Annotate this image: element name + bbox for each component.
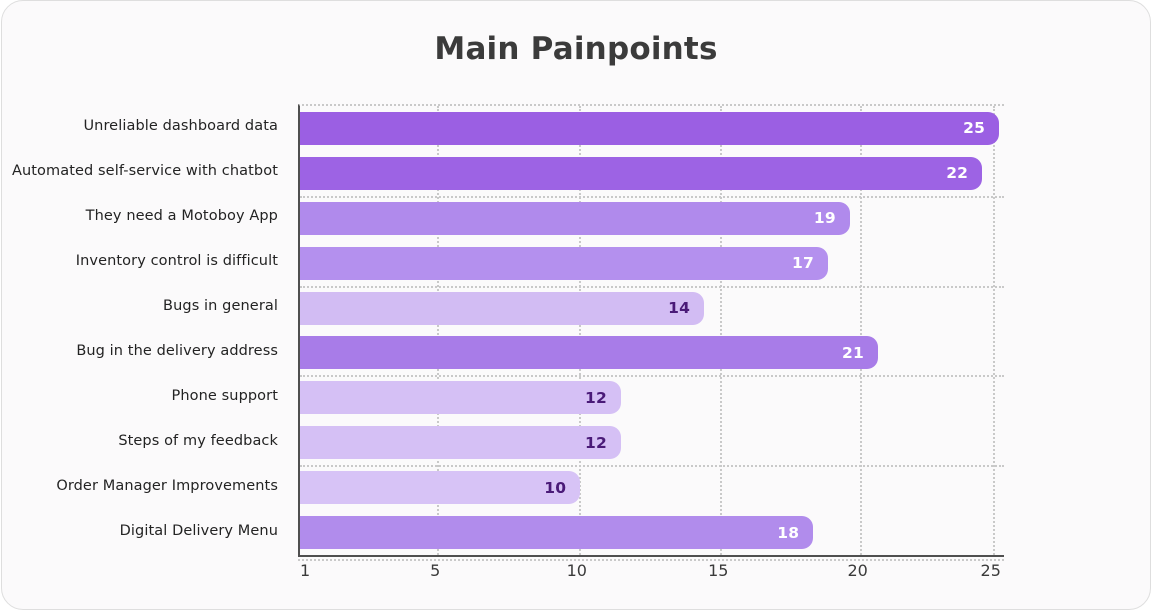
gridline-h bbox=[300, 285, 1004, 288]
bar-value-label: 21 bbox=[841, 343, 864, 362]
bar: 25 bbox=[300, 111, 1000, 145]
x-tick-label: 1 bbox=[299, 561, 311, 580]
bar: 12 bbox=[300, 426, 622, 460]
bar: 10 bbox=[300, 471, 581, 505]
bar-value-label: 12 bbox=[585, 433, 608, 452]
bar-row: 25 bbox=[300, 106, 1004, 151]
bar: 14 bbox=[300, 291, 705, 325]
bar-value-label: 19 bbox=[813, 209, 836, 228]
bar: 21 bbox=[300, 336, 878, 370]
gridline-h bbox=[300, 465, 1004, 468]
bar: 12 bbox=[300, 381, 622, 415]
category-label: Unreliable dashboard data bbox=[83, 118, 278, 135]
category-label: Bugs in general bbox=[163, 298, 278, 315]
bar-value-label: 22 bbox=[946, 164, 969, 183]
gridline-v bbox=[578, 106, 581, 555]
bar-row: 14 bbox=[300, 286, 1004, 331]
bar: 19 bbox=[300, 201, 850, 235]
bar-value-label: 17 bbox=[792, 254, 814, 273]
bar: 22 bbox=[300, 156, 983, 190]
bar-row: 12 bbox=[300, 420, 1004, 465]
gridline-h bbox=[300, 375, 1004, 378]
bar-row: 19 bbox=[300, 196, 1004, 241]
category-label: They need a Motoboy App bbox=[85, 208, 278, 225]
category-label: Order Manager Improvements bbox=[56, 477, 278, 494]
chart-title: Main Painpoints bbox=[434, 31, 718, 67]
category-label: Bug in the delivery address bbox=[76, 342, 278, 359]
gridline-h bbox=[300, 195, 1004, 198]
x-axis: 1 5 10 15 20 25 bbox=[298, 561, 1002, 591]
bar-value-label: 12 bbox=[585, 388, 608, 407]
bar-value-label: 10 bbox=[544, 478, 567, 497]
bar-row: 22 bbox=[300, 151, 1004, 196]
bar-row: 21 bbox=[300, 331, 1004, 376]
bar-chart: Unreliable dashboard data Automated self… bbox=[2, 104, 1150, 561]
bar-value-label: 25 bbox=[963, 119, 986, 138]
x-tick-label: 15 bbox=[708, 561, 729, 580]
bar-row: 17 bbox=[300, 241, 1004, 286]
gridline-v bbox=[437, 106, 440, 555]
category-axis: Unreliable dashboard data Automated self… bbox=[2, 104, 278, 553]
bar-value-label: 18 bbox=[777, 523, 800, 542]
category-label: Automated self-service with chatbot bbox=[11, 163, 278, 180]
bar-value-label: 14 bbox=[668, 299, 691, 318]
plot-area: 25 22 19 17 14 21 12 12 10 18 bbox=[298, 104, 1004, 561]
bar-row: 18 bbox=[300, 510, 1004, 555]
category-label: Steps of my feedback bbox=[118, 432, 278, 449]
bar-rows: 25 22 19 17 14 21 12 12 10 18 bbox=[300, 106, 1004, 555]
bar: 17 bbox=[300, 246, 828, 280]
category-label: Digital Delivery Menu bbox=[119, 522, 278, 539]
category-label: Phone support bbox=[171, 387, 278, 404]
x-tick-label: 10 bbox=[566, 561, 587, 580]
category-label: Inventory control is difficult bbox=[75, 253, 278, 270]
bar-row: 12 bbox=[300, 375, 1004, 420]
bar: 18 bbox=[300, 516, 814, 550]
x-tick-label: 20 bbox=[847, 561, 868, 580]
bar-row: 10 bbox=[300, 465, 1004, 510]
x-tick-label: 25 bbox=[980, 561, 1001, 580]
gridline-v bbox=[720, 106, 723, 555]
gridline-v bbox=[992, 106, 995, 555]
gridline-v bbox=[859, 106, 862, 555]
x-tick-label: 5 bbox=[430, 561, 441, 580]
